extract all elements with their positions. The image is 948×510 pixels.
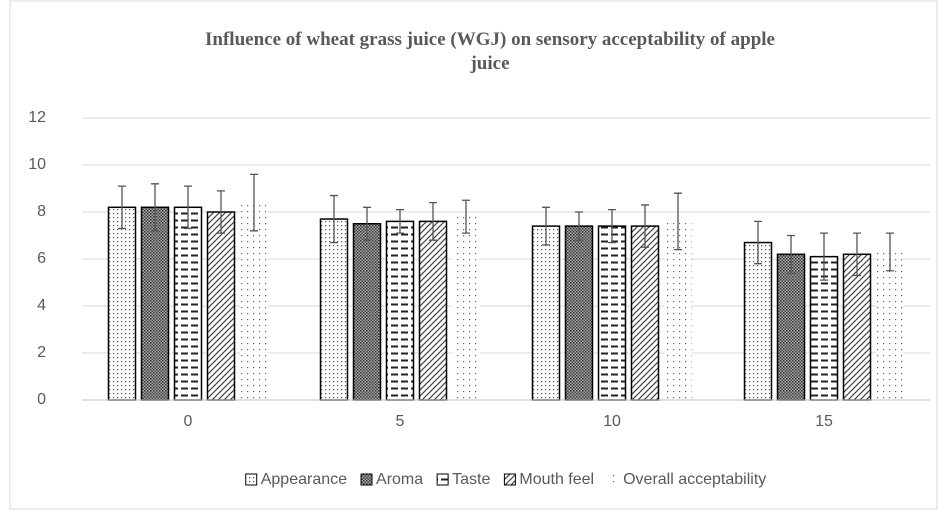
bar <box>352 223 382 401</box>
error-bar <box>641 204 649 248</box>
y-tick-label: 6 <box>37 250 46 267</box>
y-tick-label: 0 <box>37 391 46 408</box>
error-bar <box>853 232 861 277</box>
error-bar <box>608 209 616 244</box>
error-bar <box>396 209 404 234</box>
legend-label: Overall acceptability <box>623 471 766 488</box>
error-bar <box>118 185 126 230</box>
error-bar <box>184 185 192 230</box>
bar <box>140 206 170 401</box>
error-bar <box>462 199 470 234</box>
error-bar <box>330 194 338 244</box>
error-bar <box>787 234 795 274</box>
y-tick-label: 2 <box>37 344 46 361</box>
error-bar <box>217 190 225 234</box>
y-tick-label: 12 <box>28 109 46 126</box>
bar <box>319 218 349 401</box>
x-tick-label: 10 <box>603 413 621 430</box>
bar <box>531 225 561 401</box>
bar <box>876 251 904 400</box>
error-bar <box>429 201 437 241</box>
legend-label: Aroma <box>376 471 423 488</box>
legend-swatch <box>245 473 258 486</box>
error-bar <box>754 220 762 265</box>
legend-swatch <box>608 474 620 485</box>
chart-title: Influence of wheat grass juice (WGJ) on … <box>205 29 775 74</box>
bar <box>597 225 627 401</box>
error-bar <box>542 206 550 246</box>
y-tick-label: 10 <box>28 156 46 173</box>
error-bar <box>886 232 894 272</box>
bar <box>452 216 480 400</box>
bar <box>240 202 268 400</box>
y-tick-label: 8 <box>37 203 46 220</box>
legend-swatch <box>360 473 373 486</box>
bar <box>743 241 773 401</box>
legend-swatch <box>503 473 516 486</box>
bar <box>206 211 236 401</box>
bar <box>418 220 448 401</box>
y-tick-label: 4 <box>37 297 46 314</box>
bar <box>173 206 203 401</box>
error-bar <box>674 192 682 251</box>
error-bar <box>250 173 258 232</box>
bar <box>630 225 660 401</box>
bar <box>564 225 594 401</box>
x-tick-label: 0 <box>184 413 193 430</box>
bar <box>385 220 415 401</box>
bar <box>776 253 806 401</box>
error-bar <box>820 232 828 281</box>
bar <box>107 206 137 401</box>
error-bar <box>575 211 583 241</box>
chart-border <box>9 0 938 510</box>
bar <box>664 221 692 400</box>
legend-label: Mouth feel <box>519 471 594 488</box>
x-tick-label: 5 <box>396 413 405 430</box>
x-tick-label: 15 <box>815 413 833 430</box>
legend-label: Taste <box>452 471 490 488</box>
legend-label: Appearance <box>261 471 347 488</box>
error-bar <box>363 206 371 241</box>
error-bar <box>151 183 159 232</box>
bar <box>842 253 872 401</box>
legend-swatch <box>436 473 449 486</box>
